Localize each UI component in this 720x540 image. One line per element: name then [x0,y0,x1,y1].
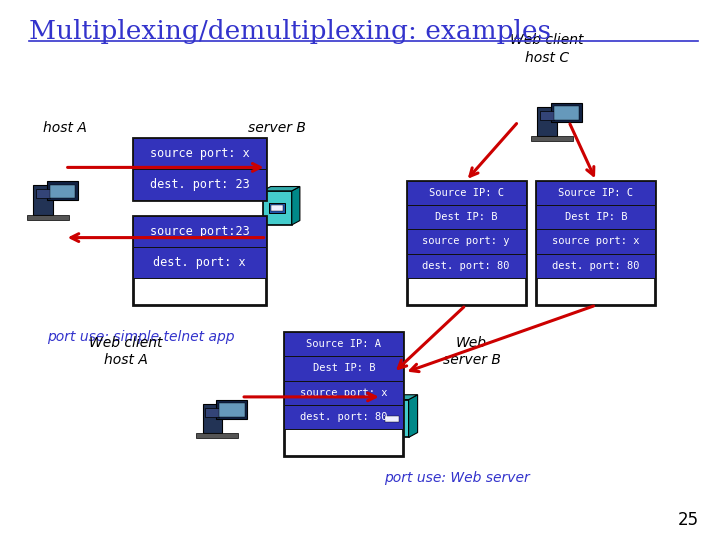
Bar [50,185,76,198]
Bar [554,106,580,120]
Text: dest. port: x: dest. port: x [153,256,246,269]
Bar [536,181,655,205]
Bar [383,413,401,424]
Bar [202,404,222,433]
Text: Source IP: C: Source IP: C [558,188,634,198]
Bar [36,190,50,198]
Bar [407,230,526,254]
Text: Multiplexing/demultiplexing: examples: Multiplexing/demultiplexing: examples [29,19,551,44]
Bar [205,408,220,417]
Bar [407,254,526,278]
Bar [133,168,266,200]
Text: Dest IP: B: Dest IP: B [564,212,627,222]
Bar [133,216,266,305]
Bar [407,181,526,305]
Text: port use: simple telnet app: port use: simple telnet app [47,330,234,345]
Polygon shape [377,395,418,400]
Text: Web client
host C: Web client host C [510,33,584,65]
Text: Dest IP: B: Dest IP: B [312,363,375,374]
Text: dest. port: 80: dest. port: 80 [300,412,387,422]
Bar [219,403,245,417]
Bar [536,205,655,229]
Bar [552,103,582,122]
Text: source port: x: source port: x [552,237,639,246]
Text: Web client
host A: Web client host A [89,336,163,367]
Text: source port:23: source port:23 [150,225,250,238]
Text: port use: Web server: port use: Web server [384,471,530,485]
Bar [27,214,69,219]
Polygon shape [292,186,300,225]
Bar [377,400,409,437]
Bar [284,332,403,356]
Bar [284,332,403,456]
Bar [540,111,554,120]
Bar [531,136,573,141]
Polygon shape [263,186,300,191]
Bar [269,203,285,213]
Bar [284,356,403,381]
Text: source port: x: source port: x [150,147,250,160]
Bar [133,216,266,247]
Text: source port: x: source port: x [300,388,387,397]
Bar [133,247,266,279]
Bar [133,138,266,168]
Bar [284,381,403,405]
Bar [407,181,526,205]
Text: Web
server B: Web server B [443,336,500,367]
Bar [536,254,655,278]
Bar [133,138,266,200]
Text: dest. port: 80: dest. port: 80 [552,261,639,271]
Polygon shape [409,395,418,437]
Text: host A: host A [43,121,86,135]
Bar [385,416,400,422]
Bar [196,433,238,438]
Bar [537,106,557,136]
Bar [271,205,284,212]
Text: dest. port: 80: dest. port: 80 [423,261,510,271]
Bar [33,185,53,214]
Text: source port: y: source port: y [423,237,510,246]
Bar [216,400,247,419]
Bar [536,230,655,254]
Text: 25: 25 [678,511,698,529]
Bar [407,205,526,229]
Bar [284,405,403,429]
Text: Dest IP: B: Dest IP: B [435,212,498,222]
Text: server B: server B [248,121,306,135]
Bar [48,181,78,200]
Text: dest. port: 23: dest. port: 23 [150,178,250,191]
Text: Source IP: A: Source IP: A [306,339,382,349]
Text: Source IP: C: Source IP: C [428,188,504,198]
Bar [263,191,292,225]
Bar [536,181,655,305]
